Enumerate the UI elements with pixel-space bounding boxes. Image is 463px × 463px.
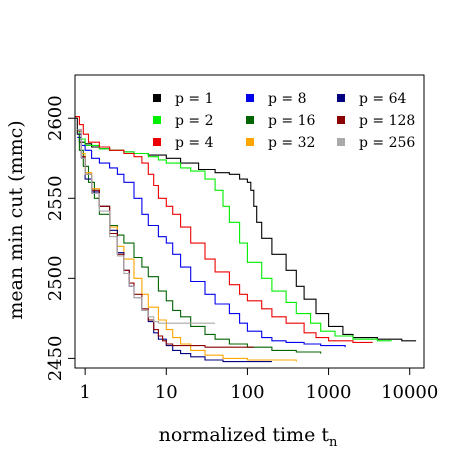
y-tick-label: 2550 (45, 175, 66, 221)
legend-swatch (153, 94, 161, 102)
x-tick-label: 100 (230, 382, 264, 403)
legend-swatch (337, 116, 345, 124)
x-axis: 1 10 100 1000 10000 (79, 368, 438, 403)
y-tick-label: 2600 (45, 95, 66, 141)
legend-swatch (246, 116, 254, 124)
legend-label: p = 4 (175, 135, 214, 151)
legend-label: p = 128 (359, 113, 415, 129)
legend-label: p = 256 (359, 135, 415, 151)
series-line-6 (77, 133, 297, 362)
x-tick-label: 10000 (381, 382, 438, 403)
series-layer (75, 116, 417, 363)
series-line-4 (77, 136, 346, 348)
x-tick-label: 10 (155, 382, 178, 403)
legend-swatch (153, 116, 161, 124)
series-line-3 (75, 116, 373, 343)
x-axis-title-main: normalized time t (159, 424, 330, 446)
y-axis-title: mean min cut (mmc) (5, 120, 27, 319)
x-tick-label: 1 (79, 382, 90, 403)
legend-label: p = 64 (359, 91, 407, 107)
x-axis-title: normalized time tn (159, 424, 338, 450)
plot-frame (74, 74, 425, 369)
y-axis: 2450 2500 2550 2600 (45, 95, 75, 381)
legend-label: p = 8 (268, 91, 307, 107)
legend-swatch (246, 94, 254, 102)
legend-swatch (153, 138, 161, 146)
legend: p = 1 p = 2 p = 4 p = 8 p = 16 p = 32 p = 64 p … (153, 91, 415, 151)
series-line-8 (77, 130, 254, 348)
series-line-9 (77, 128, 216, 324)
x-axis-title-subscript: n (329, 435, 338, 450)
legend-swatch (246, 138, 254, 146)
legend-swatch (337, 94, 345, 102)
y-tick-label: 2500 (45, 255, 66, 301)
y-tick-label: 2450 (45, 335, 66, 381)
legend-label: p = 2 (175, 113, 214, 129)
legend-label: p = 1 (175, 91, 214, 107)
legend-label: p = 16 (268, 113, 316, 129)
legend-swatch (337, 138, 345, 146)
x-tick-label: 1000 (306, 382, 352, 403)
legend-label: p = 32 (268, 135, 315, 151)
